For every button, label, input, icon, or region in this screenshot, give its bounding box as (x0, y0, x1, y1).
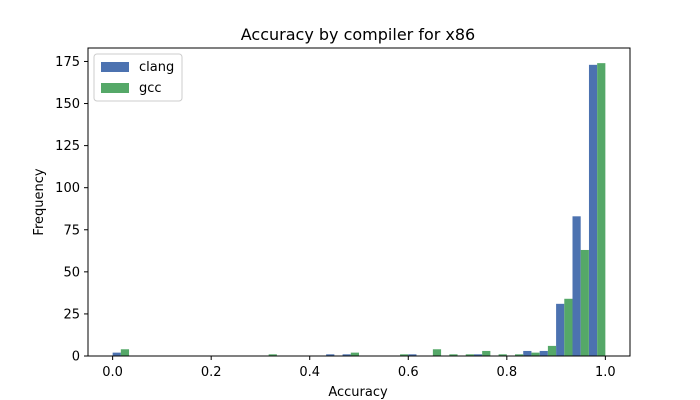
bar-clang-0 (112, 352, 121, 356)
bar-gcc-29 (597, 63, 606, 357)
x-tick-label: 1.0 (595, 365, 616, 380)
x-tick-label: 0.4 (299, 365, 320, 380)
bar-gcc-25 (531, 352, 540, 356)
bar-gcc-21 (465, 354, 474, 356)
bar-clang-28 (572, 216, 581, 356)
x-axis-ticks: 0.0 0.2 0.4 0.6 0.8 1.0 (102, 356, 616, 380)
bars-group (112, 63, 606, 357)
bar-clang-22 (473, 354, 483, 356)
legend-label-gcc: gcc (139, 81, 162, 96)
y-tick-label: 50 (63, 265, 80, 280)
legend-label-clang: clang (139, 60, 174, 75)
bar-clang-27 (556, 303, 565, 356)
x-tick-label: 0.2 (201, 365, 222, 380)
bar-clang-13 (326, 354, 335, 356)
bar-gcc-20 (449, 354, 458, 356)
bar-gcc-14 (350, 352, 359, 356)
bar-clang-29 (588, 64, 598, 356)
x-tick-label: 0.8 (496, 365, 517, 380)
legend-swatch-gcc (101, 83, 129, 93)
plot-frame (87, 47, 631, 357)
y-axis-ticks: 0 25 50 75 100 125 150 175 (55, 55, 88, 365)
bar-clang-14 (342, 354, 351, 356)
x-tick-label: 0.0 (102, 365, 123, 380)
x-axis-label: Accuracy (328, 385, 388, 400)
y-tick-label: 25 (63, 307, 80, 322)
y-tick-label: 75 (63, 223, 80, 238)
y-axis-label: Frequency (32, 168, 47, 235)
bar-gcc-27 (564, 298, 573, 356)
bar-gcc-17 (400, 354, 409, 356)
y-tick-label: 150 (55, 97, 80, 112)
bar-gcc-0 (120, 349, 130, 356)
bar-gcc-26 (547, 345, 557, 356)
bar-gcc-9 (268, 354, 277, 356)
y-tick-label: 175 (55, 55, 80, 70)
bar-clang-25 (523, 350, 532, 356)
y-tick-label: 125 (55, 139, 80, 154)
bar-gcc-24 (515, 354, 524, 356)
bar-gcc-23 (498, 354, 507, 356)
y-tick-label: 100 (55, 181, 80, 196)
bar-gcc-22 (482, 350, 491, 356)
chart-title: Accuracy by compiler for x86 (241, 25, 475, 44)
bar-gcc-28 (580, 249, 589, 356)
bar-clang-26 (539, 350, 548, 356)
bar-gcc-19 (432, 349, 442, 356)
bar-clang-18 (408, 354, 417, 356)
y-tick-label: 0 (72, 350, 80, 365)
x-tick-label: 0.6 (398, 365, 419, 380)
legend: clang gcc (93, 53, 183, 102)
legend-swatch-clang (101, 62, 129, 72)
